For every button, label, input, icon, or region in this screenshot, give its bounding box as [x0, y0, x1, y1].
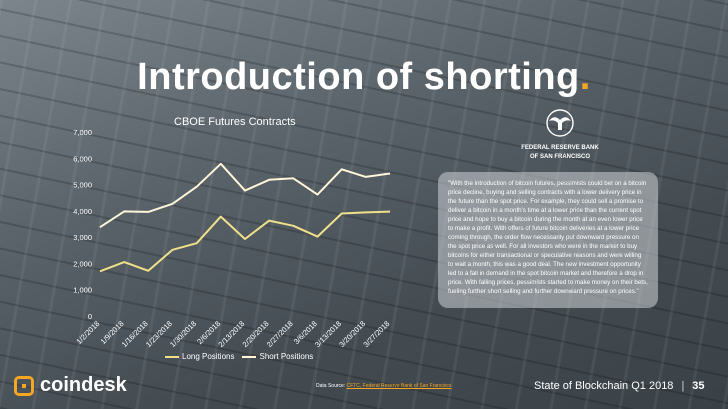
slide-title-dot: .: [579, 56, 591, 98]
y-tick-label: 7,000: [73, 128, 92, 137]
y-tick-label: 6,000: [73, 154, 92, 163]
report-title: State of Blockchain Q1 2018: [534, 380, 674, 392]
fed-reserve-logo: FEDERAL RESERVE BANK OF SAN FRANCISCO: [520, 108, 600, 164]
y-tick-label: 5,000: [73, 181, 92, 190]
series-line-short: [99, 162, 391, 229]
page-number: 35: [692, 380, 705, 392]
fed-logo-line2: OF SAN FRANCISCO: [530, 154, 590, 160]
slide-title: Introduction of shorting.: [0, 56, 728, 99]
legend-swatch-long: [165, 355, 179, 358]
data-source-label: Data Source:: [316, 383, 347, 389]
x-axis: 1/2/20181/9/20181/16/20181/23/20181/30/2…: [74, 319, 391, 349]
coindesk-logo: coindesk: [14, 374, 127, 397]
data-source-link[interactable]: CFTC, Federal Reserve Bank of San Franci…: [346, 383, 452, 389]
fed-logo-line1: FEDERAL RESERVE BANK: [521, 145, 599, 151]
chart-title: CBOE Futures Contracts: [174, 116, 296, 128]
footer-separator: |: [681, 380, 685, 392]
legend-label-long: Long Positions: [182, 352, 235, 361]
legend-swatch-short: [242, 355, 257, 358]
x-tick-label: 1/30/2018: [168, 319, 198, 349]
coindesk-mark-icon: [14, 375, 34, 396]
fed-quote-box: "With the introduction of bitcoin future…: [438, 172, 658, 308]
y-tick-label: 0: [88, 312, 92, 321]
x-tick-label: 2/27/2018: [265, 319, 295, 349]
legend-item-short: Short Positions: [242, 352, 313, 361]
y-tick-label: 2,000: [73, 259, 92, 268]
chart-series: [99, 162, 391, 273]
fed-eagle-seal-icon: [546, 109, 574, 137]
legend-item-long: Long Positions: [165, 352, 234, 361]
data-source: Data Source: CFTC, Federal Reserve Bank …: [316, 383, 451, 389]
y-tick-label: 3,000: [73, 233, 92, 242]
series-line-long: [99, 210, 391, 273]
legend-label-short: Short Positions: [259, 352, 314, 361]
y-tick-label: 4,000: [73, 207, 92, 216]
chart-legend: Long Positions Short Positions: [165, 352, 313, 361]
y-tick-label: 1,000: [73, 286, 92, 295]
y-axis: 0 1,000 2,000 3,000 4,000 5,000 6,000 7,000: [73, 128, 92, 321]
slide-title-text: Introduction of shorting: [137, 56, 580, 98]
x-tick-label: 1/2/2018: [74, 319, 101, 346]
footer-report: State of Blockchain Q1 2018 | 35: [534, 380, 705, 392]
x-tick-label: 3/27/2018: [361, 319, 391, 349]
coindesk-wordmark: coindesk: [40, 374, 127, 396]
